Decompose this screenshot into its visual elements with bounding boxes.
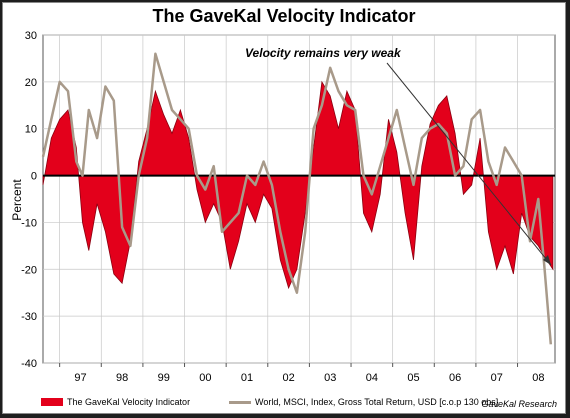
y-tick-label: -20 [21, 264, 37, 276]
y-tick-label: 30 [25, 30, 37, 42]
annotation-text: Velocity remains very weak [245, 46, 402, 60]
x-tick-label: 05 [407, 372, 419, 384]
legend-label-world: World, MSCI, Index, Gross Total Return, … [255, 397, 499, 407]
chart-svg: 30 20 10 0 -10 -20 -30 -40 97 98 99 00 01 02 03 04 05 06… [21, 30, 556, 384]
y-tick-label: 10 [25, 124, 37, 136]
chart-frame: The GaveKal Velocity Indicator Percent 3… [2, 2, 566, 414]
x-tick-label: 00 [199, 372, 211, 384]
x-tick-label: 08 [532, 372, 544, 384]
annotation-arrow [386, 62, 552, 266]
legend-label-velocity: The GaveKal Velocity Indicator [67, 397, 191, 407]
annotation-group: Velocity remains very weak [245, 46, 552, 266]
y-tick-label: -40 [21, 358, 37, 370]
source-credit: GaveKal Research [481, 399, 557, 409]
x-tick-label: 98 [116, 372, 128, 384]
x-tick-label: 04 [366, 372, 378, 384]
x-tick-label: 02 [282, 372, 294, 384]
x-tick-label: 97 [74, 372, 86, 384]
chart-title: The GaveKal Velocity Indicator [152, 6, 416, 26]
x-tick-label: 06 [449, 372, 461, 384]
y-tick-label: -10 [21, 217, 37, 229]
annotation-arrowhead [543, 255, 551, 265]
x-tick-label: 01 [241, 372, 253, 384]
y-ticks: 30 20 10 0 -10 -20 -30 -40 [21, 30, 37, 370]
legend-swatch-velocity [41, 398, 63, 406]
y-tick-label: 0 [31, 171, 37, 183]
series-group [41, 52, 555, 345]
x-tick-label: 07 [491, 372, 503, 384]
world-msci-line [41, 52, 553, 345]
y-tick-label: -30 [21, 311, 37, 323]
x-tick-label: 03 [324, 372, 336, 384]
legend-swatch-world [229, 401, 251, 404]
grid [43, 34, 555, 367]
x-tick-label: 99 [158, 372, 170, 384]
y-tick-label: 20 [25, 77, 37, 89]
velocity-area [42, 80, 554, 290]
x-ticks: 97 98 99 00 01 02 03 04 05 06 07 08 [74, 372, 544, 384]
